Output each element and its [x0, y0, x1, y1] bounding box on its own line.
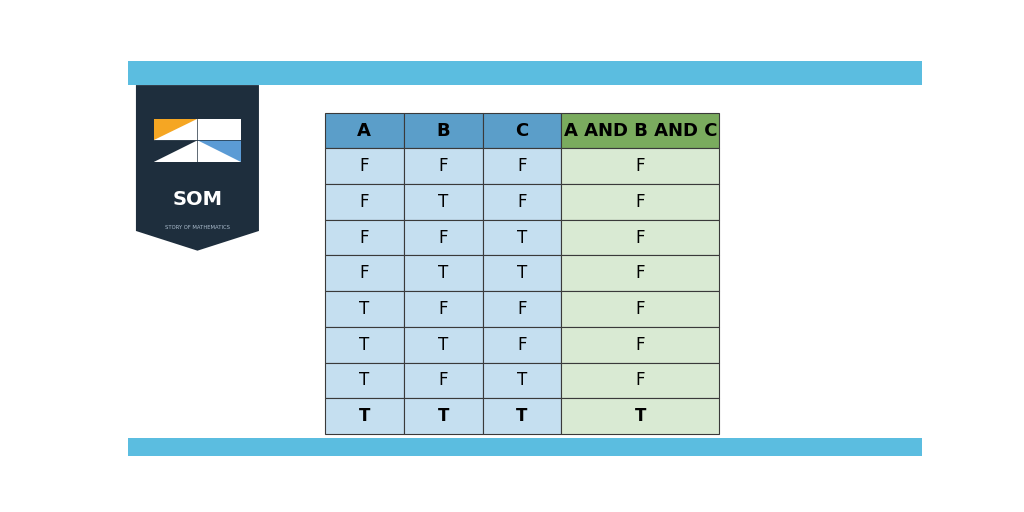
Text: T: T	[358, 407, 370, 425]
FancyBboxPatch shape	[561, 398, 719, 434]
Text: F: F	[636, 193, 645, 211]
FancyBboxPatch shape	[482, 113, 561, 148]
FancyBboxPatch shape	[561, 327, 719, 362]
FancyBboxPatch shape	[325, 291, 403, 327]
Text: F: F	[517, 157, 526, 175]
Text: F: F	[636, 300, 645, 318]
Text: T: T	[635, 407, 646, 425]
Text: F: F	[517, 300, 526, 318]
FancyBboxPatch shape	[482, 184, 561, 220]
Text: C: C	[515, 121, 528, 140]
Text: F: F	[636, 336, 645, 354]
FancyBboxPatch shape	[325, 255, 403, 291]
FancyBboxPatch shape	[128, 438, 922, 456]
FancyBboxPatch shape	[325, 220, 403, 255]
Text: F: F	[438, 229, 447, 247]
FancyBboxPatch shape	[325, 184, 403, 220]
FancyBboxPatch shape	[561, 255, 719, 291]
FancyBboxPatch shape	[403, 398, 482, 434]
FancyBboxPatch shape	[482, 327, 561, 362]
Text: T: T	[359, 300, 370, 318]
FancyBboxPatch shape	[561, 362, 719, 398]
Text: T: T	[517, 371, 527, 390]
FancyBboxPatch shape	[325, 113, 403, 148]
Text: F: F	[636, 371, 645, 390]
FancyBboxPatch shape	[482, 291, 561, 327]
FancyBboxPatch shape	[325, 148, 403, 184]
Text: F: F	[359, 157, 369, 175]
Text: F: F	[359, 264, 369, 282]
Text: T: T	[438, 193, 449, 211]
Text: SOM: SOM	[172, 190, 222, 209]
Text: B: B	[436, 121, 450, 140]
FancyBboxPatch shape	[403, 362, 482, 398]
FancyBboxPatch shape	[403, 291, 482, 327]
Text: F: F	[517, 193, 526, 211]
Text: F: F	[438, 157, 447, 175]
FancyBboxPatch shape	[561, 148, 719, 184]
Polygon shape	[136, 85, 259, 251]
FancyBboxPatch shape	[403, 113, 482, 148]
FancyBboxPatch shape	[403, 148, 482, 184]
FancyBboxPatch shape	[482, 220, 561, 255]
FancyBboxPatch shape	[325, 362, 403, 398]
FancyBboxPatch shape	[128, 61, 922, 85]
Text: F: F	[636, 229, 645, 247]
FancyBboxPatch shape	[482, 255, 561, 291]
Text: F: F	[636, 157, 645, 175]
Text: T: T	[517, 229, 527, 247]
FancyBboxPatch shape	[482, 398, 561, 434]
Text: T: T	[438, 264, 449, 282]
FancyBboxPatch shape	[403, 327, 482, 362]
FancyBboxPatch shape	[403, 220, 482, 255]
FancyBboxPatch shape	[325, 398, 403, 434]
Text: F: F	[359, 193, 369, 211]
FancyBboxPatch shape	[403, 255, 482, 291]
Polygon shape	[154, 119, 198, 140]
Text: T: T	[437, 407, 449, 425]
FancyBboxPatch shape	[482, 362, 561, 398]
Text: T: T	[359, 371, 370, 390]
Text: F: F	[636, 264, 645, 282]
Text: STORY OF MATHEMATICS: STORY OF MATHEMATICS	[165, 225, 230, 229]
Text: F: F	[438, 300, 447, 318]
Polygon shape	[154, 140, 198, 162]
Text: T: T	[438, 336, 449, 354]
FancyBboxPatch shape	[482, 148, 561, 184]
Text: F: F	[517, 336, 526, 354]
FancyBboxPatch shape	[561, 220, 719, 255]
Text: T: T	[359, 336, 370, 354]
Text: T: T	[517, 264, 527, 282]
FancyBboxPatch shape	[561, 291, 719, 327]
FancyBboxPatch shape	[325, 327, 403, 362]
FancyBboxPatch shape	[154, 119, 241, 162]
Polygon shape	[198, 119, 241, 140]
Text: A AND B AND C: A AND B AND C	[563, 121, 717, 140]
Text: F: F	[359, 229, 369, 247]
Text: A: A	[357, 121, 371, 140]
FancyBboxPatch shape	[561, 113, 719, 148]
Text: T: T	[516, 407, 527, 425]
FancyBboxPatch shape	[403, 184, 482, 220]
Text: F: F	[438, 371, 447, 390]
FancyBboxPatch shape	[561, 184, 719, 220]
Polygon shape	[198, 140, 241, 162]
